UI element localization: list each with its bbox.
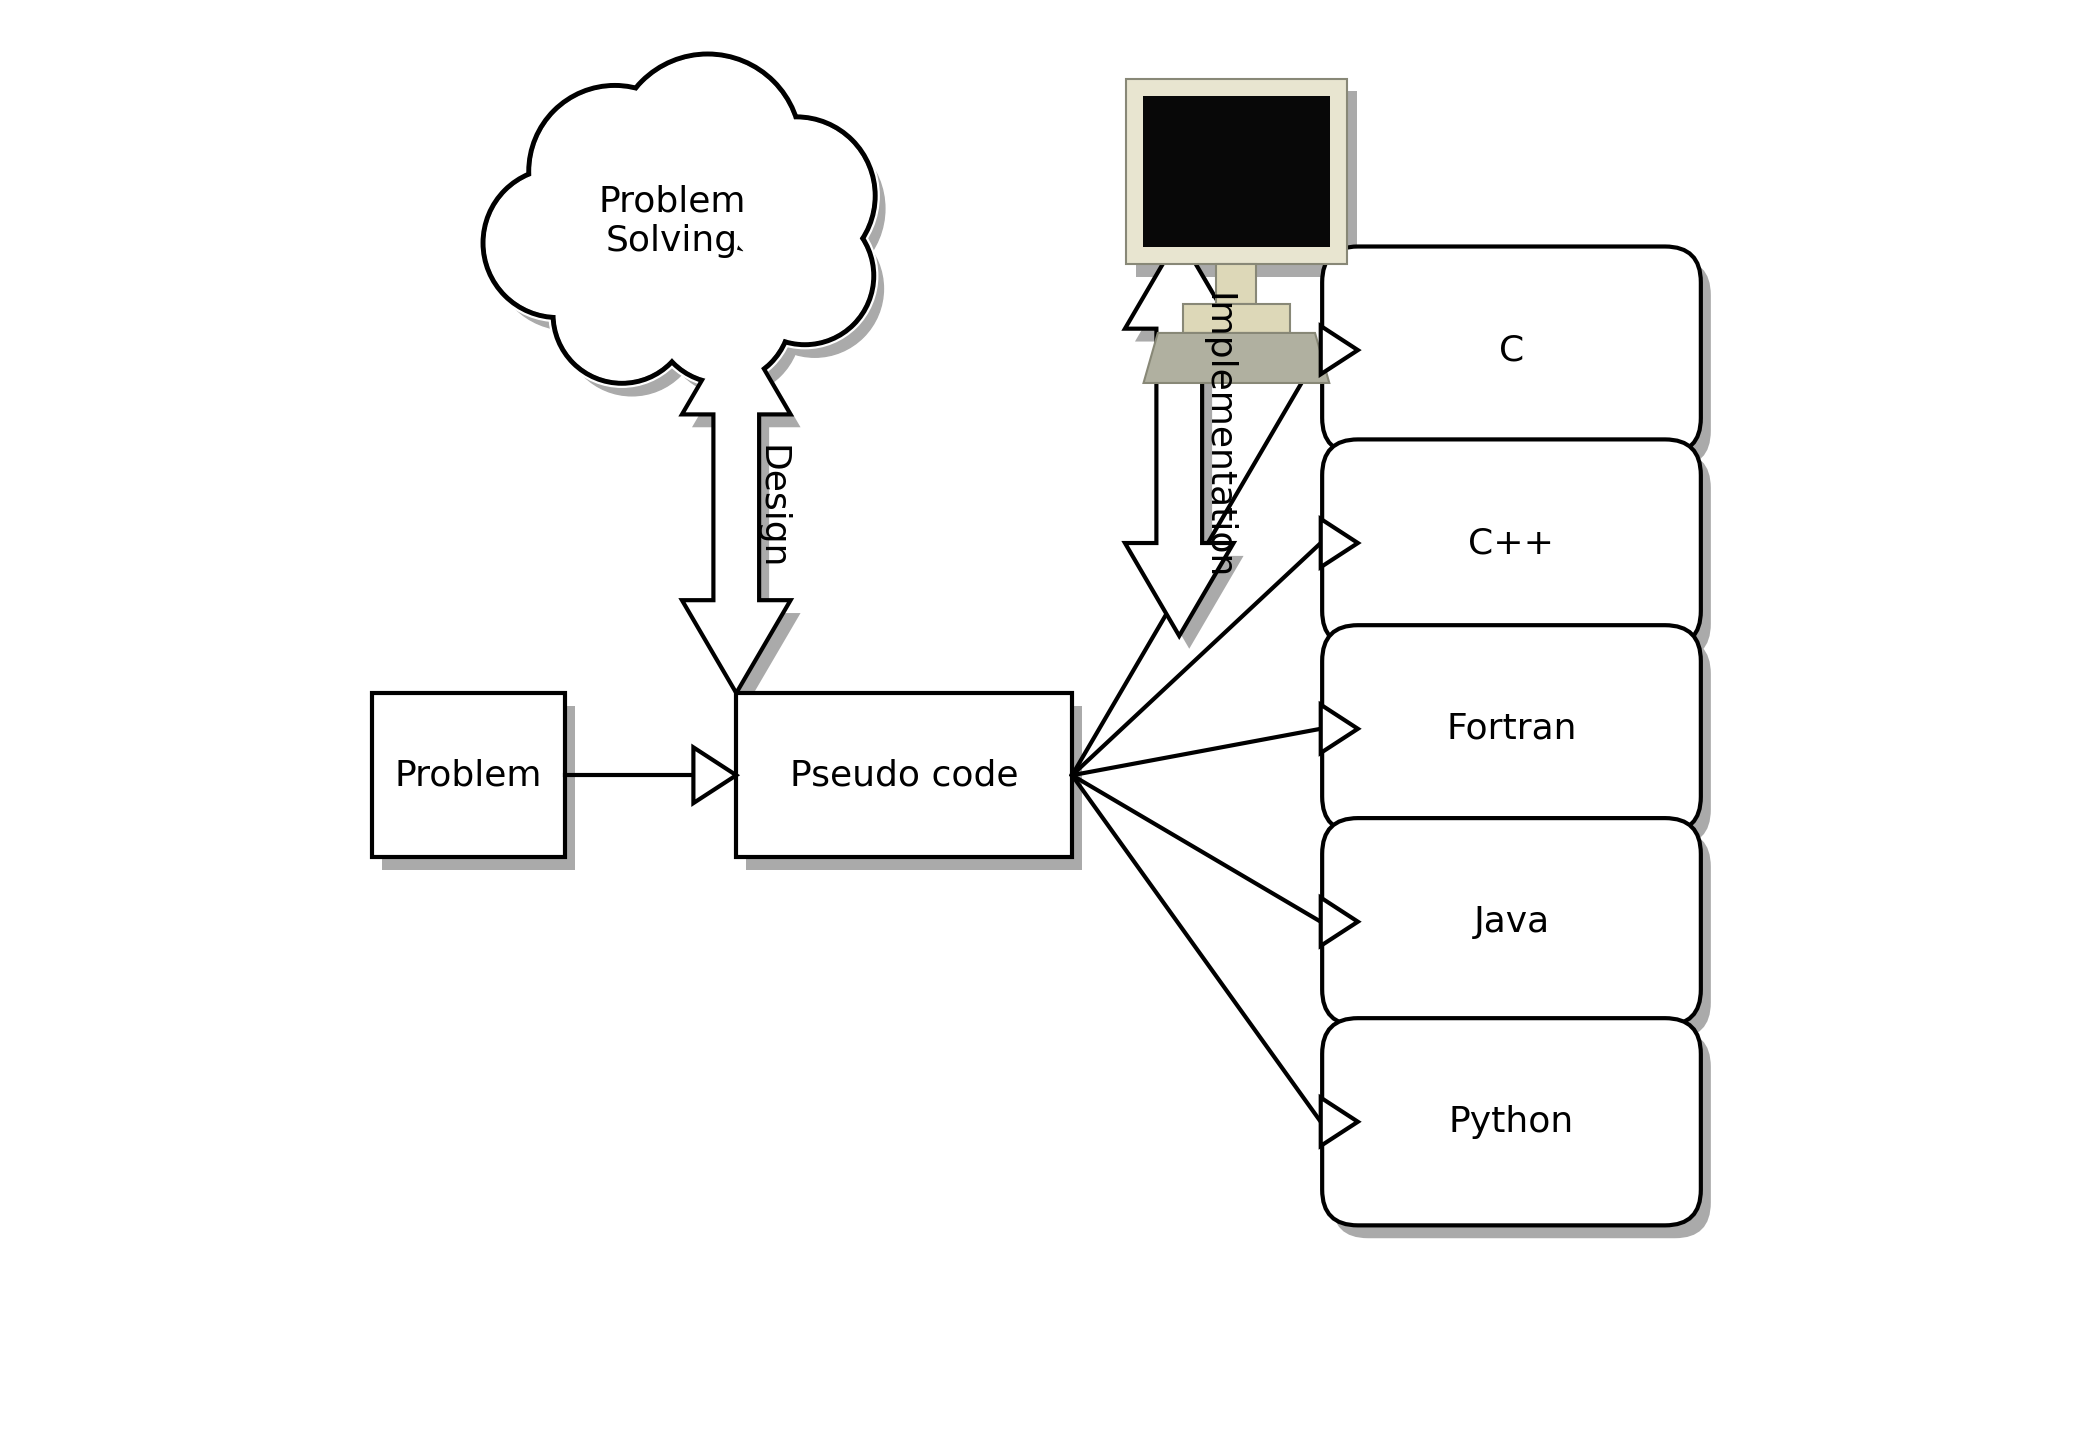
Circle shape — [655, 249, 787, 380]
Text: Fortran: Fortran — [1446, 712, 1578, 746]
Text: Problem
Solving: Problem Solving — [599, 184, 745, 259]
Circle shape — [714, 113, 879, 279]
Polygon shape — [693, 747, 737, 803]
Circle shape — [582, 141, 747, 307]
Bar — [737, 693, 1073, 857]
FancyBboxPatch shape — [1135, 91, 1357, 277]
Circle shape — [524, 81, 705, 262]
Circle shape — [589, 149, 741, 300]
Bar — [1217, 264, 1256, 304]
Polygon shape — [1321, 704, 1359, 753]
FancyBboxPatch shape — [1332, 832, 1711, 1037]
Text: C: C — [1498, 333, 1524, 367]
Text: Python: Python — [1448, 1105, 1574, 1139]
Circle shape — [597, 159, 753, 316]
Text: C++: C++ — [1469, 526, 1555, 560]
Circle shape — [624, 67, 810, 253]
Text: Implementation: Implementation — [1200, 293, 1236, 579]
Bar — [382, 706, 574, 870]
Bar — [1144, 96, 1329, 247]
FancyBboxPatch shape — [1323, 247, 1701, 454]
Circle shape — [553, 246, 691, 383]
Text: Pseudo code: Pseudo code — [789, 759, 1018, 792]
Circle shape — [563, 259, 701, 396]
Circle shape — [493, 181, 643, 330]
Circle shape — [549, 242, 695, 387]
Circle shape — [718, 117, 874, 274]
Bar — [371, 693, 566, 857]
FancyBboxPatch shape — [1323, 1017, 1701, 1226]
Polygon shape — [693, 334, 801, 706]
Text: Java: Java — [1473, 905, 1549, 939]
Polygon shape — [682, 322, 791, 693]
Circle shape — [557, 249, 689, 380]
Circle shape — [538, 99, 710, 270]
Polygon shape — [1321, 519, 1359, 567]
Polygon shape — [1321, 326, 1359, 374]
FancyBboxPatch shape — [1323, 440, 1701, 647]
Circle shape — [484, 169, 632, 317]
Circle shape — [586, 146, 743, 303]
Circle shape — [653, 246, 791, 383]
Bar — [1183, 304, 1290, 333]
Circle shape — [480, 164, 637, 322]
Circle shape — [737, 207, 874, 344]
Circle shape — [747, 220, 883, 357]
FancyBboxPatch shape — [1323, 817, 1701, 1026]
FancyBboxPatch shape — [1332, 1032, 1711, 1238]
Circle shape — [720, 120, 872, 272]
Circle shape — [611, 50, 806, 244]
FancyBboxPatch shape — [1332, 452, 1711, 660]
Circle shape — [530, 86, 701, 257]
Circle shape — [649, 242, 795, 387]
Polygon shape — [1321, 1097, 1359, 1146]
Polygon shape — [1135, 249, 1244, 649]
Circle shape — [616, 54, 801, 240]
FancyBboxPatch shape — [1323, 626, 1701, 832]
Circle shape — [532, 89, 697, 254]
Circle shape — [664, 259, 801, 396]
Circle shape — [739, 210, 870, 342]
Polygon shape — [1321, 897, 1359, 946]
Circle shape — [733, 203, 879, 349]
Bar — [747, 706, 1081, 870]
Polygon shape — [1125, 236, 1233, 636]
Circle shape — [618, 57, 797, 237]
Bar — [1125, 79, 1348, 264]
Text: Design: Design — [755, 444, 789, 570]
Polygon shape — [1144, 333, 1329, 383]
Circle shape — [486, 171, 628, 314]
FancyBboxPatch shape — [1332, 637, 1711, 846]
FancyBboxPatch shape — [1332, 260, 1711, 466]
Text: Problem: Problem — [394, 759, 543, 792]
Circle shape — [728, 130, 885, 287]
